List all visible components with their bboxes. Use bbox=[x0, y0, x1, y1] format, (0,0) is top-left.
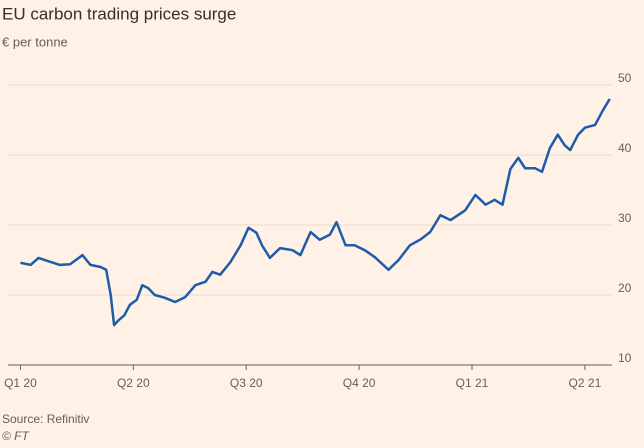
price-line bbox=[20, 98, 611, 327]
y-tick-label: 30 bbox=[618, 211, 632, 225]
y-tick-label: 40 bbox=[618, 141, 632, 155]
y-tick-label: 50 bbox=[618, 71, 632, 85]
x-tick-label: Q1 20 bbox=[4, 376, 37, 390]
x-tick-label: Q1 21 bbox=[456, 376, 489, 390]
chart-subtitle: € per tonne bbox=[2, 34, 68, 49]
x-tick-label: Q2 21 bbox=[569, 376, 602, 390]
source: Source: Refinitiv bbox=[2, 412, 89, 426]
y-tick-label: 10 bbox=[618, 351, 632, 365]
x-tick-label: Q3 20 bbox=[230, 376, 263, 390]
x-tick-label: Q4 20 bbox=[343, 376, 376, 390]
chart-title: EU carbon trading prices surge bbox=[2, 4, 236, 23]
y-tick-label: 20 bbox=[618, 281, 632, 295]
x-tick-label: Q2 20 bbox=[117, 376, 150, 390]
credit: © FT bbox=[2, 429, 31, 443]
